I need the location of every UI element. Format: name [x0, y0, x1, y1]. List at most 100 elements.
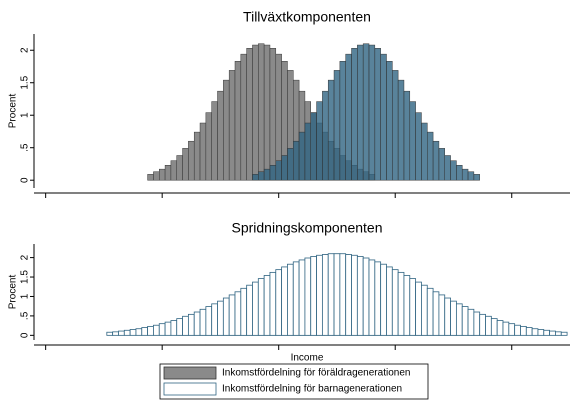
bar [438, 294, 446, 336]
bar [467, 308, 475, 336]
bar [211, 303, 218, 336]
bar [426, 287, 434, 336]
plot [147, 43, 480, 181]
bar [444, 155, 451, 181]
bar [234, 61, 242, 181]
bar [409, 101, 416, 181]
bar [182, 148, 189, 181]
legend-swatch [163, 366, 217, 380]
bar [339, 61, 346, 181]
bar [345, 53, 352, 181]
bar [380, 263, 387, 336]
bar [514, 324, 521, 336]
bar [555, 331, 562, 336]
bar [421, 284, 428, 336]
y-tick-label: 2 [20, 47, 31, 53]
chart-title: Tillväxtkomponenten [243, 9, 371, 25]
bar [473, 174, 480, 181]
bar [316, 101, 323, 181]
bar [228, 70, 236, 181]
bar [496, 320, 504, 336]
bar [141, 327, 149, 336]
bar [298, 259, 306, 336]
bar [455, 303, 463, 336]
plot [106, 253, 568, 336]
bar [246, 284, 253, 336]
bar [403, 90, 411, 181]
bar [351, 254, 358, 336]
bar [374, 48, 381, 181]
bar [316, 254, 323, 336]
bar [123, 329, 131, 336]
bar [287, 148, 294, 181]
bar [159, 168, 166, 181]
bar [351, 48, 358, 181]
bar [164, 165, 172, 181]
bar [357, 44, 364, 181]
bar [223, 79, 230, 181]
bar [217, 300, 224, 336]
bar [450, 160, 457, 181]
bar [304, 257, 312, 336]
bar [170, 320, 178, 336]
bar [421, 122, 428, 181]
bar [275, 160, 282, 181]
bar [479, 313, 486, 336]
bar [502, 321, 510, 336]
bar [129, 329, 137, 336]
bar [485, 315, 492, 336]
bar [199, 308, 207, 336]
bar [368, 259, 376, 336]
bar [386, 266, 393, 336]
bar [473, 311, 481, 336]
bar [170, 160, 177, 181]
bar [257, 278, 265, 336]
bar [263, 168, 271, 181]
y-axis-title: Procent [8, 275, 19, 310]
bar [269, 48, 277, 181]
bar [205, 112, 212, 181]
bar [549, 330, 556, 336]
bar [217, 90, 224, 181]
bar [275, 269, 283, 336]
bar [356, 256, 364, 336]
bar [380, 53, 387, 181]
bar [106, 331, 114, 336]
bar [543, 329, 551, 336]
legend-label: Inkomstfördelning för föräldrageneration… [222, 368, 410, 379]
bar [252, 44, 259, 181]
bar [182, 315, 189, 336]
bar [281, 155, 288, 181]
bar [287, 263, 294, 336]
bar [193, 311, 201, 336]
bar [374, 261, 382, 336]
bar [427, 131, 434, 181]
bar [397, 79, 405, 181]
bar [263, 275, 271, 336]
bar [228, 294, 236, 336]
y-tick-label: 1.5 [20, 75, 31, 89]
bar [490, 318, 498, 336]
bar [263, 44, 271, 181]
bar [281, 266, 288, 336]
y-tick-label: 1 [20, 112, 31, 118]
bar [461, 168, 469, 181]
bar [386, 61, 393, 181]
bar [362, 43, 370, 181]
bar [415, 281, 422, 336]
bar [415, 112, 422, 181]
y-tick-label: .5 [20, 311, 31, 320]
bar [304, 122, 311, 181]
bar [327, 79, 335, 181]
bar [456, 165, 463, 181]
legend-label: Inkomstfördelning för barnagenerationen [222, 384, 402, 395]
bar [438, 148, 445, 181]
bar [252, 174, 259, 181]
y-tick-label: 1 [20, 293, 31, 299]
bar [322, 90, 329, 181]
bar [339, 253, 347, 336]
bar [112, 331, 119, 336]
bar [432, 291, 440, 336]
bar [205, 306, 213, 336]
bar [397, 271, 405, 336]
